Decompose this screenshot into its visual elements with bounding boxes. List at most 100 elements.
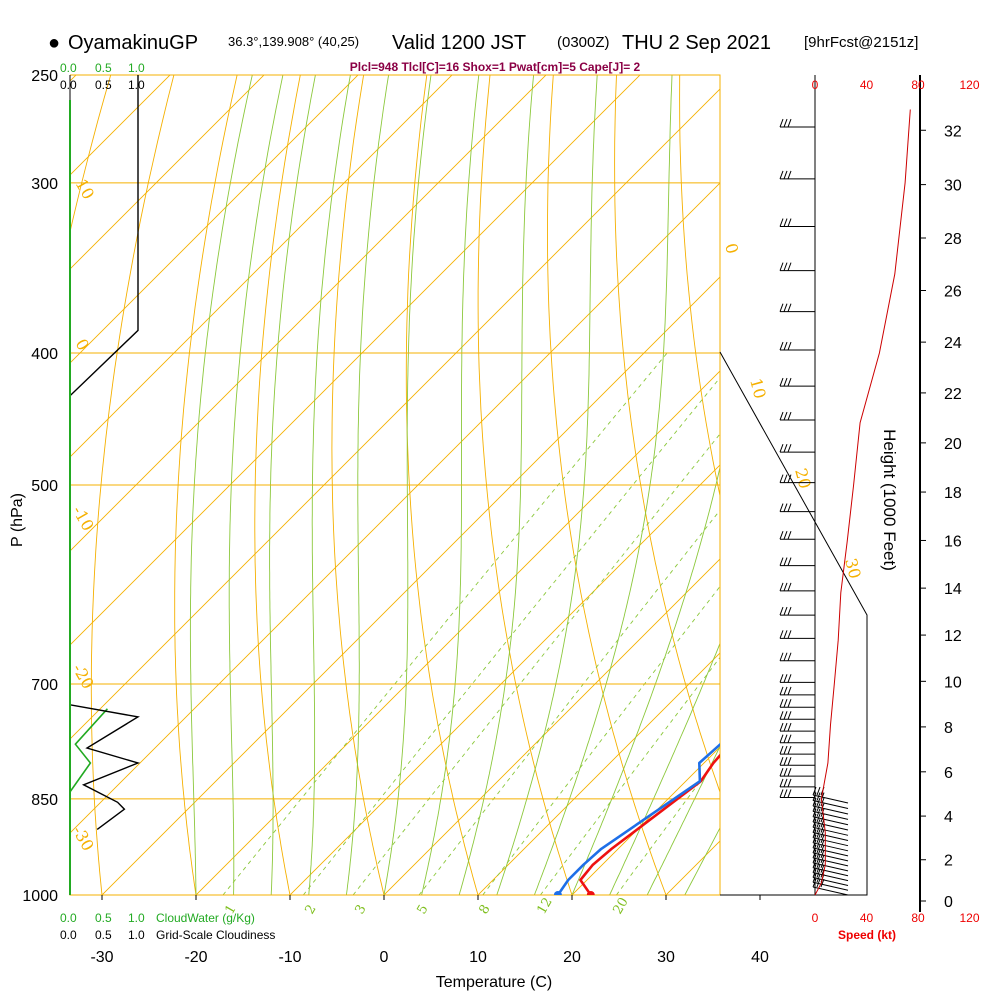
- height-tick-label: 28: [944, 231, 962, 248]
- cloudiness-label: Grid-Scale Cloudiness: [156, 928, 275, 942]
- wind-barb-flag: [779, 789, 784, 798]
- wind-barb-flag: [779, 686, 784, 696]
- height-tick-label: 22: [944, 386, 962, 403]
- wind-barb-flag: [820, 859, 825, 868]
- cloudwater-label: CloudWater (g/Kg): [156, 911, 255, 925]
- isotherm: [195, 370, 720, 895]
- speed-tick-label-top: 0: [812, 78, 819, 92]
- wind-barb-flag: [779, 411, 784, 421]
- wind-barb-staff: [812, 821, 849, 831]
- wind-barb-flag: [779, 170, 784, 180]
- wind-barb-flag: [779, 582, 784, 592]
- bottom-black-scale-0: 0.0: [60, 928, 77, 942]
- wind-barb-flag: [787, 474, 792, 483]
- wind-barb-flag: [812, 864, 817, 873]
- height-tick-label: 24: [944, 335, 962, 352]
- wind-barb-flag: [816, 786, 821, 796]
- wind-barb-flag: [787, 218, 792, 227]
- wind-barb-flag: [787, 686, 792, 696]
- wind-barb-flag: [783, 218, 788, 227]
- dry-adiabat: [331, 75, 385, 895]
- isotherm: [70, 182, 720, 834]
- wind-barb-flag: [779, 767, 784, 777]
- isotherm-label: 20: [791, 466, 815, 491]
- wind-barb-flag: [812, 808, 817, 817]
- wind-barb-flag: [812, 854, 817, 864]
- wind-barb-flag: [783, 711, 788, 720]
- wind-barb-flag: [787, 443, 792, 453]
- isotherm-label: 10: [72, 176, 99, 203]
- wind-barb-flag: [783, 757, 788, 766]
- wind-barb-flag: [783, 118, 788, 128]
- bottom-green-scale-1: 0.5: [95, 911, 112, 925]
- wind-barb-flag: [783, 262, 788, 271]
- height-tick-label: 14: [944, 581, 962, 598]
- cloud-traces: [69, 75, 141, 895]
- mixing-ratio-line: [616, 753, 720, 895]
- wind-barb-flag: [783, 582, 788, 592]
- isotherm: [70, 88, 720, 740]
- top-green-scale-2: 1.0: [128, 61, 145, 75]
- wind-barb-flag: [787, 630, 792, 639]
- wind-barb-flag: [779, 630, 784, 639]
- height-tick-label: 20: [944, 436, 962, 453]
- speed-scale-top: 0 40 80 120: [812, 78, 980, 92]
- speed-tick-label-top: 120: [959, 78, 979, 92]
- wind-barb-staff: [812, 794, 849, 804]
- wind-barb-flag: [787, 652, 792, 661]
- wind-barb-flag: [783, 789, 788, 798]
- isotherm: [477, 652, 720, 895]
- profiles: [553, 742, 720, 895]
- height-tick-label: 26: [944, 284, 962, 301]
- wind-barb-flag: [783, 557, 788, 566]
- moist-adiabat: [609, 642, 720, 895]
- wind-barb-flag: [787, 745, 792, 755]
- top-black-scale-2: 1.0: [128, 78, 145, 92]
- wind-barb-flag: [783, 745, 788, 755]
- wind-barb-flag: [787, 722, 792, 732]
- wind-barb-flag: [783, 411, 788, 421]
- thermo-background: [0, 0, 720, 924]
- wind-barb-flag: [779, 674, 784, 683]
- moist-adiabat: [496, 75, 598, 895]
- height-tick-label: 6: [944, 765, 953, 782]
- height-tick-label: 10: [944, 674, 962, 691]
- wind-barb-flag: [820, 834, 825, 843]
- speed-tick-label-bottom: 80: [911, 911, 925, 925]
- isotherm: [70, 75, 265, 270]
- wind-barb-staff: [812, 832, 849, 842]
- wind-barb-staff: [812, 842, 849, 852]
- wind-barb-flag: [812, 786, 817, 796]
- wind-barb-flag: [779, 722, 784, 732]
- station-location: 36.3°,139.908° (40,25): [228, 34, 359, 49]
- isotherm-label: 30: [841, 556, 865, 581]
- temperature-tick-label: 30: [657, 949, 675, 966]
- dry-adiabat: [90, 75, 175, 895]
- wind-barb-flag: [783, 377, 788, 387]
- temperature-surface-dot: [586, 891, 595, 895]
- dry-adiabat: [254, 75, 301, 895]
- wind-barb-flag: [787, 170, 792, 180]
- valid-date: THU 2 Sep 2021: [622, 32, 771, 54]
- xlabel: Temperature (C): [436, 974, 552, 991]
- moist-adiabat: [533, 75, 673, 895]
- wind-barb-flag: [787, 557, 792, 566]
- speed-tick-label-bottom: 120: [959, 911, 979, 925]
- wind-barb-flag: [779, 474, 784, 483]
- wind-barb-flag: [783, 443, 788, 453]
- valid-zulu: (0300Z): [557, 34, 610, 51]
- speed-tick-label-top: 40: [860, 78, 874, 92]
- wind-barb-staff: [812, 852, 849, 862]
- valid-time: Valid 1200 JST: [392, 32, 526, 54]
- pressure-tick-label: 400: [31, 346, 58, 363]
- wind-barb-flag: [787, 734, 792, 743]
- wind-barbs: [779, 118, 849, 896]
- wind-barb-flag: [820, 839, 825, 849]
- height-tick-label: 0: [944, 894, 953, 911]
- mixing-ratio-label: 2: [302, 902, 319, 917]
- temperature-tick-label: 10: [469, 949, 487, 966]
- wind-barb-flag: [787, 674, 792, 683]
- isotherm: [0, 0, 114, 924]
- isotherm-label: -30: [69, 823, 98, 855]
